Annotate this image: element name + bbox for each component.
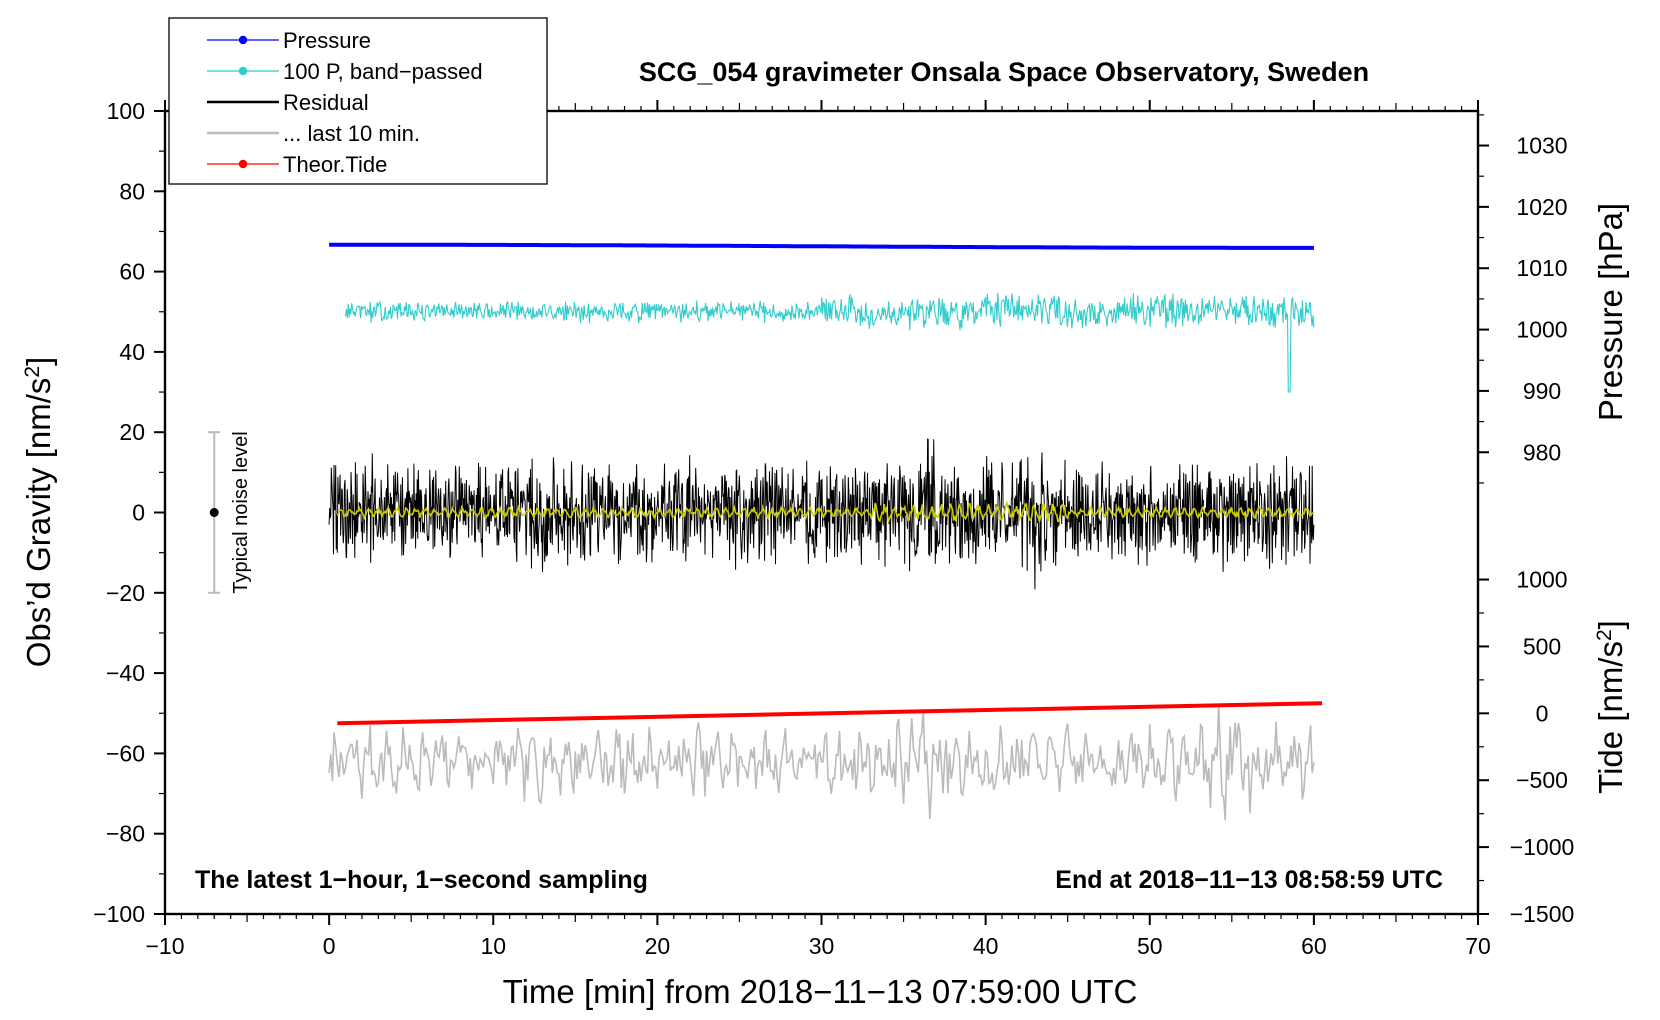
x-tick-label: 10	[480, 933, 506, 959]
chart-title: SCG_054 gravimeter Onsala Space Observat…	[639, 57, 1369, 87]
y-tick-label: 20	[119, 419, 145, 445]
y-tick-label: 60	[119, 259, 145, 285]
noise-level-label: Typical noise level	[230, 431, 252, 593]
y-tick-label: −40	[106, 660, 145, 686]
y-axis-title-tide: Tide [nm/s2]	[1592, 620, 1629, 794]
series-pressure	[329, 242, 1314, 250]
legend-entry: ... last 10 min.	[207, 121, 420, 146]
y-axis-tide: 1000 500 0 −500 −1000 −1500	[1478, 567, 1574, 927]
tide-tick-label: −1500	[1510, 901, 1575, 927]
x-tick-label: 20	[645, 933, 671, 959]
y-axis-title-gravity: Obs’d Gravity [nm/s2]	[20, 357, 57, 668]
noise-bar-center-dot	[209, 508, 219, 517]
x-tick-label: 0	[323, 933, 336, 959]
legend-label: Pressure	[283, 28, 371, 53]
series-100p-band-passed	[344, 292, 1315, 393]
legend: Pressure 100 P, band−passed Residual ... la…	[168, 17, 548, 185]
y-tick-label: 80	[119, 178, 145, 204]
pressure-tick-label: 990	[1523, 378, 1561, 404]
tide-tick-label: 0	[1536, 700, 1549, 726]
series-residual-smoothed	[336, 500, 1315, 525]
noise-level-indicator: Typical noise level	[208, 431, 252, 594]
y-tick-label: −60	[106, 740, 145, 766]
y-tick-label: 0	[132, 500, 145, 526]
y-tick-label: −80	[106, 821, 145, 847]
legend-swatch-marker	[238, 159, 248, 169]
tide-tick-label: 1000	[1516, 567, 1567, 593]
pressure-tick-label: 1020	[1516, 194, 1567, 220]
legend-swatch-marker	[238, 66, 248, 76]
y-tick-label: 100	[107, 98, 145, 124]
y-axis-pressure: 1030 1020 1010 1000 990 980	[1478, 114, 1568, 484]
x-tick-label: 40	[973, 933, 999, 959]
legend-entry: Residual	[207, 90, 369, 115]
pressure-tick-label: 1000	[1516, 317, 1567, 343]
series-group	[328, 242, 1323, 821]
legend-label: Residual	[283, 90, 369, 115]
x-tick-label: −10	[145, 933, 184, 959]
y-tick-label: 40	[119, 339, 145, 365]
y-tick-label: −100	[93, 901, 145, 927]
pressure-tick-label: 1010	[1516, 255, 1567, 281]
series-last-10-min	[328, 705, 1315, 821]
y-axis-gravity: 100 80 60 40 20 0 −20 −40 −60 −80 −100	[93, 98, 165, 927]
legend-label: 100 P, band−passed	[283, 59, 483, 84]
x-tick-label: 30	[809, 933, 835, 959]
pressure-tick-label: 1030	[1516, 133, 1567, 159]
annotation-end-time: End at 2018−11−13 08:58:59 UTC	[1055, 866, 1443, 894]
series-theor-tide	[337, 701, 1323, 726]
y-tick-label: −20	[106, 580, 145, 606]
x-tick-label: 50	[1137, 933, 1163, 959]
x-tick-label: 70	[1465, 933, 1491, 959]
annotation-sampling: The latest 1−hour, 1−second sampling	[195, 866, 648, 894]
legend-entry: Pressure	[207, 28, 371, 53]
x-tick-label: 60	[1301, 933, 1327, 959]
legend-entry: 100 P, band−passed	[207, 59, 483, 84]
legend-entry: Theor.Tide	[207, 152, 387, 177]
tide-tick-label: −1000	[1510, 834, 1575, 860]
pressure-tick-label: 980	[1523, 439, 1561, 465]
legend-label: Theor.Tide	[283, 152, 387, 177]
tide-tick-label: 500	[1523, 633, 1561, 659]
legend-label: ... last 10 min.	[283, 121, 420, 146]
series-residual	[328, 438, 1315, 590]
legend-swatch-marker	[238, 35, 248, 45]
tide-tick-label: −500	[1516, 767, 1568, 793]
x-axis-title: Time [min] from 2018−11−13 07:59:00 UTC	[503, 973, 1138, 1010]
y-axis-title-pressure: Pressure [hPa]	[1592, 203, 1629, 421]
